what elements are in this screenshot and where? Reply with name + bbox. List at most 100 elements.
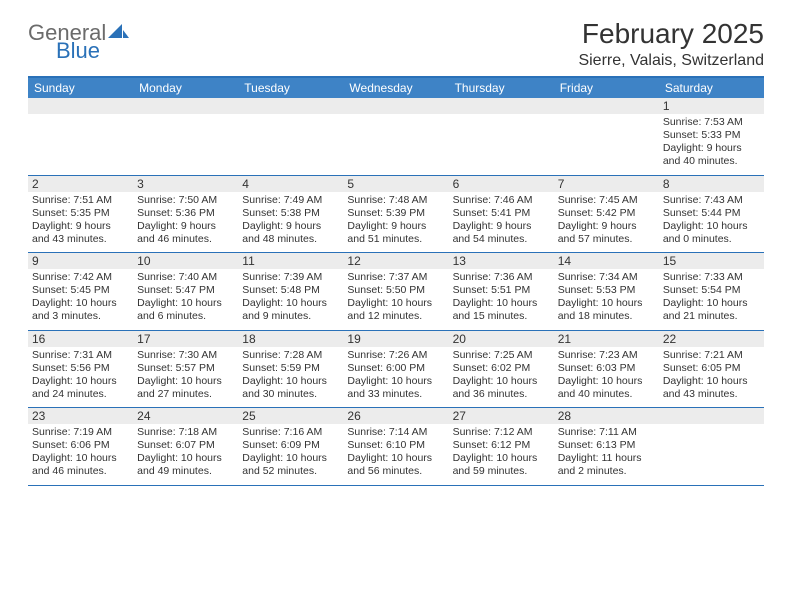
day-number: 4 [238,176,343,192]
day-detail: Sunrise: 7:33 AMSunset: 5:54 PMDaylight:… [663,271,760,324]
day-detail: Sunrise: 7:25 AMSunset: 6:02 PMDaylight:… [453,349,550,402]
day-detail: Sunrise: 7:36 AMSunset: 5:51 PMDaylight:… [453,271,550,324]
daylight-text: Daylight: 9 hours and 43 minutes. [32,220,129,246]
location-subtitle: Sierre, Valais, Switzerland [578,52,764,70]
sunset-text: Sunset: 5:54 PM [663,284,760,297]
daylight-text: Daylight: 10 hours and 43 minutes. [663,375,760,401]
daylight-text: Daylight: 10 hours and 56 minutes. [347,452,444,478]
day-number: 11 [238,253,343,269]
sunrise-text: Sunrise: 7:14 AM [347,426,444,439]
sunset-text: Sunset: 6:00 PM [347,362,444,375]
sunrise-text: Sunrise: 7:39 AM [242,271,339,284]
weekday-header: Saturday [659,78,764,98]
day-cell: 11 Sunrise: 7:39 AMSunset: 5:48 PMDayligh… [238,253,343,330]
day-detail: Sunrise: 7:34 AMSunset: 5:53 PMDaylight:… [558,271,655,324]
sunrise-text: Sunrise: 7:23 AM [558,349,655,362]
day-cell: 25Sunrise: 7:16 AMSunset: 6:09 PMDayligh… [238,408,343,485]
day-detail: Sunrise: 7:46 AMSunset: 5:41 PMDaylight:… [453,194,550,247]
day-detail: Sunrise: 7:31 AMSunset: 5:56 PMDaylight:… [32,349,129,402]
day-detail: Sunrise: 7:37 AMSunset: 5:50 PMDaylight:… [347,271,444,324]
day-cell [659,408,764,485]
sunrise-text: Sunrise: 7:30 AM [137,349,234,362]
daylight-text: Daylight: 9 hours and 46 minutes. [137,220,234,246]
daylight-text: Daylight: 10 hours and 9 minutes. [242,297,339,323]
daylight-text: Daylight: 9 hours and 51 minutes. [347,220,444,246]
day-detail: Sunrise: 7:50 AMSunset: 5:36 PMDaylight:… [137,194,234,247]
sunset-text: Sunset: 6:07 PM [137,439,234,452]
day-number [449,98,554,114]
day-detail: Sunrise: 7:12 AMSunset: 6:12 PMDaylight:… [453,426,550,479]
day-detail: Sunrise: 7:51 AMSunset: 5:35 PMDaylight:… [32,194,129,247]
day-detail: Sunrise: 7:53 AMSunset: 5:33 PMDaylight:… [663,116,760,169]
daylight-text: Daylight: 10 hours and 24 minutes. [32,375,129,401]
sunset-text: Sunset: 5:45 PM [32,284,129,297]
daylight-text: Daylight: 10 hours and 6 minutes. [137,297,234,323]
sunrise-text: Sunrise: 7:31 AM [32,349,129,362]
day-detail: Sunrise: 7:14 AMSunset: 6:10 PMDaylight:… [347,426,444,479]
sunrise-text: Sunrise: 7:16 AM [242,426,339,439]
day-detail: Sunrise: 7:30 AMSunset: 5:57 PMDaylight:… [137,349,234,402]
sunrise-text: Sunrise: 7:33 AM [663,271,760,284]
day-detail: Sunrise: 7:45 AMSunset: 5:42 PMDaylight:… [558,194,655,247]
day-cell [238,98,343,175]
sunset-text: Sunset: 6:10 PM [347,439,444,452]
sunset-text: Sunset: 5:50 PM [347,284,444,297]
day-detail: Sunrise: 7:39 AMSunset: 5:48 PMDaylight:… [242,271,339,324]
day-detail: Sunrise: 7:42 AMSunset: 5:45 PMDaylight:… [32,271,129,324]
sunset-text: Sunset: 5:53 PM [558,284,655,297]
week-row: 23Sunrise: 7:19 AMSunset: 6:06 PMDayligh… [28,408,764,486]
day-number: 21 [554,331,659,347]
day-cell: 20Sunrise: 7:25 AMSunset: 6:02 PMDayligh… [449,331,554,408]
sunset-text: Sunset: 6:09 PM [242,439,339,452]
daylight-text: Daylight: 10 hours and 59 minutes. [453,452,550,478]
day-detail: Sunrise: 7:19 AMSunset: 6:06 PMDaylight:… [32,426,129,479]
daylight-text: Daylight: 10 hours and 21 minutes. [663,297,760,323]
day-number [343,98,448,114]
day-cell: 14Sunrise: 7:34 AMSunset: 5:53 PMDayligh… [554,253,659,330]
day-detail: Sunrise: 7:23 AMSunset: 6:03 PMDaylight:… [558,349,655,402]
day-detail: Sunrise: 7:11 AMSunset: 6:13 PMDaylight:… [558,426,655,479]
sunset-text: Sunset: 5:39 PM [347,207,444,220]
week-row: 16Sunrise: 7:31 AMSunset: 5:56 PMDayligh… [28,331,764,409]
day-detail: Sunrise: 7:18 AMSunset: 6:07 PMDaylight:… [137,426,234,479]
day-cell [449,98,554,175]
daylight-text: Daylight: 9 hours and 54 minutes. [453,220,550,246]
day-number [554,98,659,114]
day-cell: 9Sunrise: 7:42 AMSunset: 5:45 PMDaylight… [28,253,133,330]
day-number: 6 [449,176,554,192]
day-number: 19 [343,331,448,347]
sunrise-text: Sunrise: 7:28 AM [242,349,339,362]
day-cell: 26Sunrise: 7:14 AMSunset: 6:10 PMDayligh… [343,408,448,485]
day-number [133,98,238,114]
sunset-text: Sunset: 5:56 PM [32,362,129,375]
day-cell: 5Sunrise: 7:48 AMSunset: 5:39 PMDaylight… [343,176,448,253]
day-cell: 4Sunrise: 7:49 AMSunset: 5:38 PMDaylight… [238,176,343,253]
sunrise-text: Sunrise: 7:43 AM [663,194,760,207]
day-number: 15 [659,253,764,269]
sunrise-text: Sunrise: 7:53 AM [663,116,760,129]
day-cell: 16Sunrise: 7:31 AMSunset: 5:56 PMDayligh… [28,331,133,408]
day-cell: 23Sunrise: 7:19 AMSunset: 6:06 PMDayligh… [28,408,133,485]
day-number [238,98,343,114]
sunrise-text: Sunrise: 7:51 AM [32,194,129,207]
sunrise-text: Sunrise: 7:49 AM [242,194,339,207]
weekday-header: Wednesday [343,78,448,98]
sunset-text: Sunset: 5:48 PM [242,284,339,297]
day-number: 1 [659,98,764,114]
sunrise-text: Sunrise: 7:36 AM [453,271,550,284]
weekday-header: Tuesday [238,78,343,98]
sunset-text: Sunset: 6:13 PM [558,439,655,452]
day-detail: Sunrise: 7:48 AMSunset: 5:39 PMDaylight:… [347,194,444,247]
weekday-header: Friday [554,78,659,98]
daylight-text: Daylight: 10 hours and 15 minutes. [453,297,550,323]
sunrise-text: Sunrise: 7:12 AM [453,426,550,439]
daylight-text: Daylight: 10 hours and 27 minutes. [137,375,234,401]
sunrise-text: Sunrise: 7:18 AM [137,426,234,439]
day-cell: 21 Sunrise: 7:23 AMSunset: 6:03 PMDayligh… [554,331,659,408]
calendar: SundayMondayTuesdayWednesdayThursdayFrid… [28,76,764,486]
daylight-text: Daylight: 10 hours and 18 minutes. [558,297,655,323]
week-row: 2Sunrise: 7:51 AMSunset: 5:35 PMDaylight… [28,176,764,254]
day-cell: 28Sunrise: 7:11 AMSunset: 6:13 PMDayligh… [554,408,659,485]
sunrise-text: Sunrise: 7:19 AM [32,426,129,439]
daylight-text: Daylight: 10 hours and 52 minutes. [242,452,339,478]
